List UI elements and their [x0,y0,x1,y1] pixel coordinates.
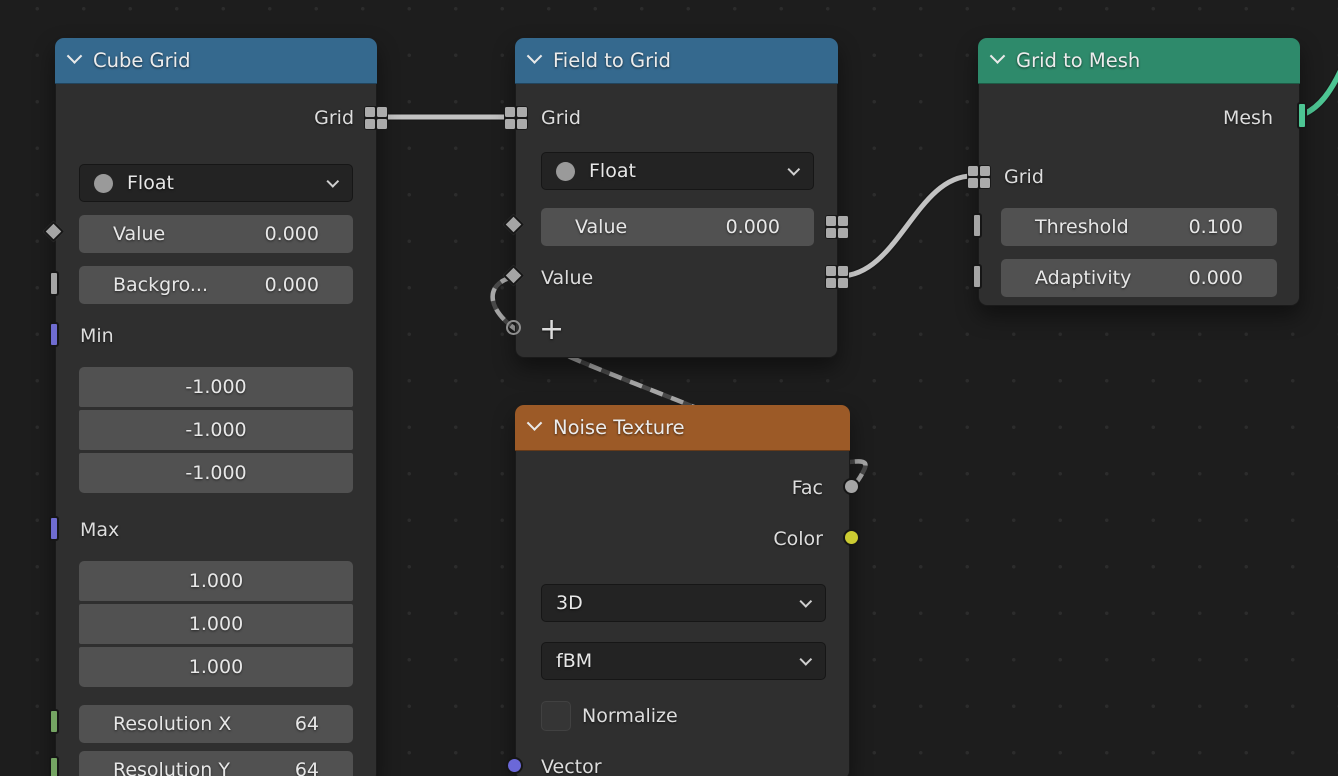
socket-color-output[interactable] [842,528,860,546]
field-label: Resolution X [113,713,232,735]
chevron-down-icon [326,174,340,188]
link-gridtomesh-mesh-out[interactable] [1302,68,1338,118]
dropdown-value: Float [589,160,636,182]
max-y-field[interactable]: 1.000 [79,604,353,644]
node-title: Noise Texture [553,416,685,439]
node-header-cube-grid[interactable]: Cube Grid [55,38,377,84]
node-cube-grid[interactable]: Cube Grid Grid Float Value 0.000 Backgro… [42,38,388,776]
field-label: Threshold [1035,216,1129,238]
resolution-y-field[interactable]: Resolution Y 64 [79,751,353,776]
node-field-to-grid[interactable]: Field to Grid Grid Float Value 0.000 Val… [502,38,849,358]
value-field[interactable]: Value 0.000 [79,215,353,253]
node-header-grid-to-mesh[interactable]: Grid to Mesh [978,38,1300,84]
socket-value-grid-output[interactable] [825,215,849,239]
min-z-field[interactable]: -1.000 [79,453,353,493]
normalize-label: Normalize [582,705,678,727]
field-value: -1.000 [185,376,247,398]
output-label-grid: Grid [314,107,354,129]
field-value: -1.000 [185,419,247,441]
min-x-field[interactable]: -1.000 [79,367,353,407]
dropdown-value: Float [127,172,174,194]
input-label-grid: Grid [541,107,581,129]
field-value: 64 [294,713,319,735]
socket-grid-input[interactable] [967,165,991,189]
node-title: Field to Grid [553,49,671,72]
collapse-chevron-icon[interactable] [989,48,1006,64]
collapse-chevron-icon[interactable] [526,415,543,431]
socket-grid-output[interactable] [364,106,388,130]
socket-grid-input[interactable] [504,106,528,130]
input-label-min: Min [80,325,114,347]
noise-type-dropdown[interactable]: fBM [541,642,826,680]
dimensions-dropdown[interactable]: 3D [541,584,826,622]
input-label-value: Value [541,267,594,289]
field-label: Value [575,216,628,238]
node-grid-to-mesh[interactable]: Grid to Mesh Mesh Grid Threshold 0.100 A… [967,38,1307,306]
min-y-field[interactable]: -1.000 [79,410,353,450]
max-z-field[interactable]: 1.000 [79,647,353,687]
field-value: 0.000 [725,216,780,238]
socket-min-input[interactable] [49,322,59,347]
socket-mesh-output[interactable] [1296,102,1307,129]
max-x-field[interactable]: 1.000 [79,561,353,601]
socket-fac-output[interactable] [842,477,860,495]
socket-extend-input[interactable] [506,320,521,335]
field-value: 0.000 [264,223,319,245]
node-noise-texture[interactable]: Noise Texture Fac Color 3D fBM Normalize… [505,405,860,776]
input-label-max: Max [80,519,120,541]
node-header-field-to-grid[interactable]: Field to Grid [515,38,838,84]
socket-resolution-y-input[interactable] [49,756,59,776]
collapse-chevron-icon[interactable] [526,48,543,64]
output-label-mesh: Mesh [1222,107,1273,129]
threshold-field[interactable]: Threshold 0.100 [1001,208,1277,246]
min-vector-stack: -1.000 -1.000 -1.000 [79,367,353,493]
socket-background-input[interactable] [49,271,59,296]
output-label-fac: Fac [791,477,823,499]
field-value: 1.000 [188,613,244,635]
node-title: Grid to Mesh [1016,49,1141,72]
socket-adaptivity-input[interactable] [972,264,982,289]
collapse-chevron-icon[interactable] [66,48,83,64]
socket-max-input[interactable] [49,516,59,541]
field-value: 0.000 [1188,267,1243,289]
node-header-noise-texture[interactable]: Noise Texture [515,405,850,451]
field-label: Value [113,223,166,245]
node-title: Cube Grid [93,49,191,72]
link-fieldtogrid-to-gridtomesh[interactable] [839,172,973,280]
float-circle-icon [94,173,113,193]
field-value: 1.000 [188,656,244,678]
data-type-dropdown[interactable]: Float [541,152,814,190]
float-circle-icon [556,161,575,181]
dropdown-value: fBM [556,650,593,672]
normalize-checkbox[interactable] [541,701,571,731]
background-field[interactable]: Backgro... 0.000 [79,266,353,304]
adaptivity-field[interactable]: Adaptivity 0.000 [1001,259,1277,297]
field-value: 0.100 [1188,216,1243,238]
field-value: 0.000 [264,274,319,296]
field-value: -1.000 [185,462,247,484]
input-label-grid: Grid [1004,166,1044,188]
chevron-down-icon [799,652,813,666]
chevron-down-icon [799,594,813,608]
socket-threshold-input[interactable] [972,213,982,238]
field-value: 1.000 [188,570,244,592]
dropdown-value: 3D [556,592,583,614]
field-label: Resolution Y [113,759,230,776]
max-vector-stack: 1.000 1.000 1.000 [79,561,353,687]
output-label-color: Color [773,528,823,550]
field-label: Adaptivity [1035,267,1132,289]
field-value: 64 [294,759,319,776]
value-field[interactable]: Value 0.000 [541,208,814,246]
input-label-vector: Vector [541,756,602,776]
socket-resolution-x-input[interactable] [49,709,59,734]
resolution-x-field[interactable]: Resolution X 64 [79,705,353,743]
socket-vector-input[interactable] [505,756,523,774]
socket-value-grid-output-2[interactable] [825,265,849,289]
data-type-dropdown[interactable]: Float [79,164,353,202]
chevron-down-icon [787,162,801,176]
field-label: Backgro... [113,274,208,296]
add-item-button[interactable]: + [539,312,565,347]
